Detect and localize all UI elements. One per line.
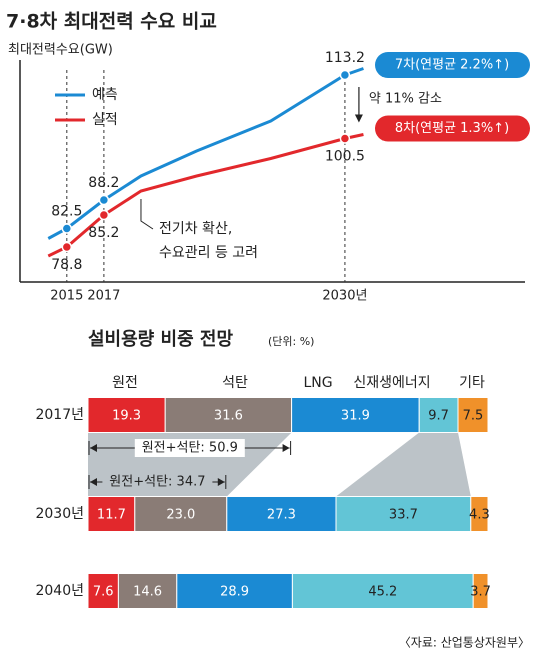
legend-label: 석탄 — [222, 375, 248, 391]
data-label: 85.2 — [88, 225, 119, 241]
data-label: 100.5 — [325, 149, 365, 165]
data-label: 4.3 — [469, 508, 490, 523]
point — [339, 69, 351, 81]
annotation-leader — [140, 199, 154, 230]
annotation: 전기차 확산, — [159, 221, 232, 237]
line — [47, 133, 364, 258]
chart-subtitle: (단위: %) — [268, 335, 314, 348]
bar-segment — [291, 573, 474, 609]
source: 〈자료: 산업통상자원부〉 — [399, 636, 530, 650]
annotation: 수요관리 등 고려 — [159, 245, 258, 261]
tag-box — [375, 115, 530, 142]
point — [61, 241, 73, 253]
data-label: 19.3 — [112, 409, 141, 424]
legend-label: 원전 — [112, 375, 138, 391]
data-label: 82.5 — [51, 204, 82, 220]
bracket-label-bg — [134, 439, 245, 457]
y-tick-label: 2040년 — [35, 583, 84, 599]
bar-segment — [164, 397, 293, 433]
annotation: 원전+석탄: 34.7 — [109, 475, 205, 490]
line — [47, 67, 364, 240]
bar-segment — [87, 573, 119, 609]
point — [339, 133, 351, 144]
data-label: 11.7 — [97, 508, 126, 523]
bar-segment — [472, 573, 489, 609]
bracket-label-bg — [102, 473, 213, 491]
chart-title: 7·8차 최대전력 수요 비교 — [6, 11, 217, 33]
y-tick-label: 2030년 — [35, 506, 84, 522]
point — [98, 209, 110, 221]
tag-box — [375, 52, 530, 78]
data-label: 3.7 — [470, 585, 491, 600]
legend-label: 기타 — [459, 375, 485, 391]
legend-label: 예측 — [92, 87, 118, 103]
data-label: 28.9 — [220, 585, 249, 600]
chart-title: 설비용량 비중 전망 — [88, 329, 233, 350]
data-label: 113.2 — [325, 50, 365, 66]
data-label: 88.2 — [88, 175, 119, 191]
data-label: 7.5 — [463, 409, 484, 424]
data-label: 27.3 — [267, 508, 296, 523]
x-tick-label: 2015 — [50, 289, 83, 304]
data-label: 78.8 — [51, 257, 82, 273]
bar-segment — [470, 496, 489, 532]
y-tick-label: 2017년 — [35, 407, 84, 423]
point — [61, 223, 73, 234]
arrow-head — [354, 114, 363, 123]
bar-segment — [226, 496, 337, 532]
data-label: 9.7 — [428, 409, 449, 424]
data-label: 14.6 — [133, 585, 162, 600]
bar-segment — [87, 496, 136, 532]
bar-segment — [418, 397, 459, 433]
bar-segment — [87, 397, 166, 433]
legend-label: 실적 — [92, 112, 118, 128]
bar-segment — [457, 397, 489, 433]
bar-segment — [291, 397, 420, 433]
x-tick-label: 2017 — [87, 289, 120, 304]
x-tick-label: 2030년 — [322, 289, 367, 304]
data-label: 23.0 — [166, 508, 195, 523]
data-label: 31.6 — [214, 409, 243, 424]
bar-segment — [335, 496, 472, 532]
data-label: 7.6 — [93, 585, 114, 600]
data-label: 45.2 — [368, 585, 397, 600]
y-axis-label: 최대전력수요(GW) — [8, 43, 113, 58]
tag-label: 7차(연평균 2.2%↑) — [395, 58, 509, 73]
annotation: 약 11% 감소 — [369, 92, 442, 107]
annotation: 원전+석탄: 50.9 — [142, 441, 238, 456]
tag-label: 8차(연평균 1.3%↑) — [395, 121, 509, 136]
legend-label: 신재생에너지 — [353, 375, 430, 391]
legend-label: LNG — [303, 375, 332, 391]
point — [98, 194, 110, 206]
bar-segment — [176, 573, 293, 609]
data-label: 33.7 — [389, 508, 418, 523]
bar-segment — [117, 573, 178, 609]
data-label: 31.9 — [341, 409, 370, 424]
connector — [336, 432, 471, 497]
